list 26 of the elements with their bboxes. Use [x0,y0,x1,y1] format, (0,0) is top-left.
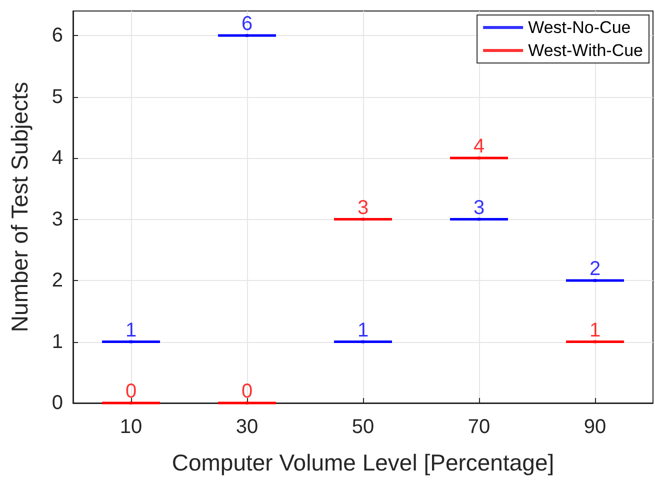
legend-label: West-With-Cue [528,41,644,60]
x-tick-label: 30 [236,416,258,438]
data-label: 3 [357,196,369,219]
x-tick-label: 70 [468,416,490,438]
y-tick-label: 4 [52,147,63,169]
x-tick-label: 10 [120,416,142,438]
y-tick-label: 0 [52,392,63,414]
legend-label: West-No-Cue [528,18,631,37]
x-tick-label: 50 [352,416,374,438]
data-label: 1 [125,319,137,342]
y-axis-title: Number of Test Subjects [6,82,32,332]
y-tick-label: 5 [52,86,63,108]
data-label: 0 [241,380,253,402]
data-label: 3 [473,196,485,219]
x-tick-label: 90 [584,416,606,438]
data-label: 0 [125,380,137,402]
y-tick-label: 1 [52,330,63,353]
data-label: 1 [357,319,369,342]
data-label: 1 [589,319,601,342]
y-tick-label: 6 [52,24,63,46]
x-axis-title: Computer Volume Level [Percentage] [172,450,554,476]
y-tick-label: 3 [52,208,63,230]
data-label: 4 [473,136,485,158]
data-label: 6 [241,13,253,35]
y-tick-label: 2 [52,270,63,292]
data-label: 2 [589,258,601,280]
